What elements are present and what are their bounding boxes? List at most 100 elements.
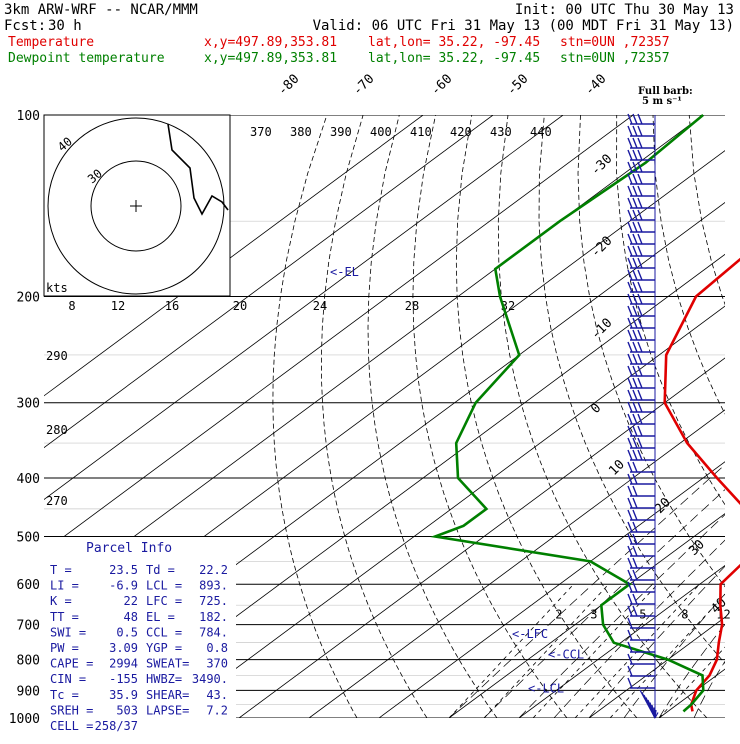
dry-adiabat-290 — [455, 115, 638, 718]
pressure-label-400: 400 — [17, 472, 40, 487]
parcel-key: Tc = — [50, 688, 79, 702]
parcel-key: TT = — [50, 610, 79, 624]
wind-barbs — [627, 113, 659, 719]
parcel-key: SWEAT= — [146, 657, 189, 671]
moist-adiabat-5 — [553, 539, 725, 718]
dry-adiabat-260 — [320, 115, 428, 718]
parcel-key: SWI = — [50, 625, 86, 639]
isotherm--110 — [44, 115, 564, 501]
ring-label-28: 28 — [405, 299, 419, 313]
parcel-key: HWBZ= — [146, 672, 182, 686]
isotherm--120 — [44, 115, 494, 449]
parcel-info-box: Parcel Info T = 23.5 Td = 22.2 LI = -6.9 LCL = 8… — [44, 537, 236, 733]
mixing-ratio-label-2: 2 — [555, 608, 562, 622]
mixing-ratio-label-8: 8 — [681, 608, 688, 622]
isotherm--50 — [168, 305, 725, 718]
wind-barb — [627, 569, 655, 581]
wind-barb — [627, 329, 655, 341]
wind-barb — [627, 377, 655, 389]
wind-barb — [627, 293, 655, 305]
temperature-line — [663, 257, 740, 712]
hodograph-units: kts — [46, 281, 68, 295]
parcel-info-title: Parcel Info — [86, 541, 172, 556]
marker-lcl: <-LCL — [528, 681, 564, 695]
wind-barb — [627, 389, 655, 401]
wind-barb — [627, 149, 655, 161]
parcel-key: LFC = — [146, 594, 182, 608]
isotherm--30 — [308, 409, 725, 718]
parcel-value: 7.2 — [206, 703, 228, 717]
theta-e-label-420: 420 — [450, 125, 472, 139]
moist-adiabat-30 — [729, 297, 740, 719]
pressure-label-700: 700 — [17, 619, 40, 634]
wind-barb — [627, 533, 655, 545]
parcel-info-bg — [44, 537, 236, 718]
isotherm-label--50: -50 — [504, 72, 531, 99]
ring-label-24: 24 — [313, 299, 327, 313]
wind-barb — [627, 221, 655, 233]
wind-barb — [627, 413, 655, 425]
temperature-legend: Temperature — [8, 35, 94, 50]
dry-adiabat-320 — [577, 115, 725, 588]
wind-barb — [627, 425, 655, 437]
dewpoint-latlon: lat,lon= 35.22, -97.45 — [368, 51, 540, 66]
profiles-layer — [430, 113, 740, 713]
theta-e-label-430: 430 — [490, 125, 512, 139]
parcel-key: CELL = — [50, 719, 93, 733]
wind-barb — [627, 365, 655, 377]
valid-time: Valid: 06 UTC Fri 31 May 13 (00 MDT Fri … — [313, 18, 734, 34]
isotherm-label-10: 10 — [606, 457, 628, 479]
mixing-ratio-5 — [532, 583, 658, 718]
barb-legend-title: Full barb: — [638, 86, 693, 97]
parcel-key: T = — [50, 563, 72, 577]
wind-barb — [627, 125, 655, 137]
parcel-value: 0.5 — [116, 625, 138, 639]
isotherm-label--70: -70 — [350, 72, 377, 99]
isotherm-label--30: -30 — [588, 152, 615, 179]
parcel-key: CCL = — [146, 625, 182, 639]
hodograph-ring-inner — [90, 160, 182, 252]
isotherm--10 — [448, 513, 725, 718]
pressure-label-900: 900 — [17, 684, 40, 699]
marker-el: <-EL — [330, 265, 359, 279]
marker-ccl: <-CCL — [548, 647, 584, 661]
theta-e-label-410: 410 — [410, 125, 432, 139]
theta-e-label-390: 390 — [330, 125, 352, 139]
parcel-key: PW = — [50, 641, 79, 655]
fcst-label: Fcst: — [4, 18, 46, 34]
mixing-ratio-12 — [609, 593, 725, 718]
wind-barb — [627, 257, 655, 269]
wind-barb — [627, 677, 655, 689]
parcel-key: EL = — [146, 610, 175, 624]
model-title: 3km ARW-WRF -- NCAR/MMM — [4, 2, 198, 18]
barb-legend-units: 5 m s⁻¹ — [642, 96, 682, 107]
wind-barb — [627, 209, 655, 221]
wind-barb — [627, 401, 655, 413]
parcel-key: LI = — [50, 579, 79, 593]
parcel-value: 370 — [206, 657, 228, 671]
isotherm-label--20: -20 — [588, 234, 615, 261]
theta-label-290: 290 — [46, 349, 68, 363]
pressure-label-800: 800 — [17, 654, 40, 669]
wind-barb — [627, 509, 655, 521]
parcel-value: 22 — [124, 594, 138, 608]
wind-barb — [627, 605, 655, 617]
wind-barb — [627, 641, 655, 653]
mixing-ratio-20 — [658, 646, 725, 718]
parcel-value: 35.9 — [109, 688, 138, 702]
dewpoint-xy: x,y=497.89,353.81 — [204, 51, 337, 66]
wind-barb — [627, 449, 655, 461]
isotherm--100 — [44, 115, 634, 552]
parcel-value: 725. — [199, 594, 228, 608]
parcel-value: 3.09 — [109, 641, 138, 655]
pressure-label-200: 200 — [17, 291, 40, 306]
mixing-ratio-2 — [448, 583, 574, 718]
wind-barb — [627, 653, 655, 665]
wind-barb — [627, 185, 655, 197]
wind-barb — [627, 245, 655, 257]
wind-barb — [627, 629, 655, 641]
moist-adiabat-15 — [623, 593, 725, 718]
ring-label-8: 8 — [68, 299, 75, 313]
